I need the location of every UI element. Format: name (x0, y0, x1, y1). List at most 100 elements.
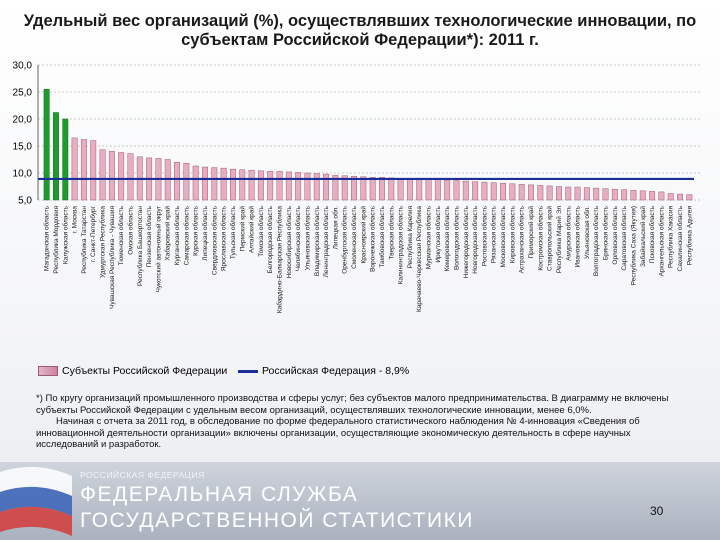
bar (677, 193, 683, 201)
x-category-label: Амурская область (564, 205, 572, 261)
x-category-label: Самарская область (182, 205, 190, 265)
bar (397, 178, 404, 201)
bar (639, 190, 646, 201)
legend-item-russia: Российская Федерация - 8,9% (238, 365, 409, 377)
bar (667, 193, 674, 201)
x-category-label: Рязанская область (490, 205, 498, 263)
x-category-label: Костромская область (536, 205, 544, 270)
x-category-label: Волгоградская область (592, 205, 600, 276)
bar (108, 151, 115, 201)
bar (388, 177, 395, 201)
bar (341, 175, 348, 201)
bar (99, 149, 106, 201)
x-category-label: Ростовская область (480, 205, 488, 266)
bar (602, 188, 609, 201)
x-category-label: Ульяновская область (303, 205, 311, 270)
x-category-label: Республика Татарстан (80, 206, 88, 274)
x-category-label: Магаданская область (43, 205, 51, 271)
bar (313, 173, 320, 201)
bar (127, 153, 134, 201)
x-category-label: Курганская область (173, 205, 181, 265)
x-category-label: Хабаровский край (164, 206, 172, 261)
bar (202, 166, 208, 201)
bar (490, 182, 497, 201)
x-category-label: Смоленская область (350, 205, 358, 268)
bar (62, 118, 69, 201)
bar (53, 112, 59, 201)
bar (500, 183, 507, 201)
x-category-label: Сахалинская область (676, 205, 684, 271)
flag-emblem-icon (0, 466, 72, 536)
bar (593, 187, 600, 201)
bar (276, 171, 283, 201)
x-category-label: Ставропольский край (546, 206, 554, 271)
x-category-label: Кировская область (508, 205, 516, 263)
x-category-label: Нижегородская область (462, 205, 470, 278)
bar (658, 191, 665, 201)
x-category-label: Пензенская область (145, 205, 153, 267)
x-category-label: Ленинградская область (322, 205, 330, 277)
x-category-label: Архангельская область (657, 205, 665, 276)
x-category-label: Оренбургская область (341, 205, 349, 273)
x-category-label: Кемеровская область (443, 205, 451, 271)
x-category-label: Мурманская область (425, 205, 433, 269)
x-category-label: Свердловская область (210, 205, 218, 275)
bar (472, 181, 479, 201)
x-category-label: Калужская область (61, 205, 69, 264)
bar (574, 186, 581, 201)
bar (416, 178, 423, 201)
bar (546, 185, 553, 201)
bar (630, 190, 637, 201)
footer-banner: РОССИЙСКАЯ ФЕДЕРАЦИЯ ФЕДЕРАЛЬНАЯ СЛУЖБА … (0, 462, 720, 540)
bar (406, 178, 413, 201)
x-category-label: Омская область (126, 205, 134, 254)
bar (583, 187, 590, 201)
bar (229, 168, 236, 201)
bar (555, 186, 562, 201)
x-category-label: Красноярский край (359, 206, 367, 264)
bar (649, 191, 656, 201)
y-tick-label: 20,0 (13, 115, 33, 126)
bar (369, 177, 376, 201)
legend-bar-swatch (38, 366, 58, 376)
bar (332, 174, 339, 201)
bar (611, 188, 618, 201)
x-category-label: Липецкая обл. (331, 206, 339, 250)
footnote: *) По кругу организаций промышленного пр… (36, 393, 686, 451)
y-tick-label: 25,0 (13, 88, 33, 99)
x-category-label: г. Санкт-Петербург (89, 205, 97, 262)
bar-chart: 30,0 25,0 20,0 15,0 10,0 5,0 Магаданская облас… (13, 61, 700, 314)
x-category-label: Алтайский край (248, 206, 256, 254)
bar (43, 89, 50, 201)
x-category-label: Новосибирская область (285, 205, 293, 278)
bar (257, 170, 264, 201)
legend-label-russia: Российская Федерация - 8,9% (262, 365, 410, 377)
footer-org-line-1: ФЕДЕРАЛЬНАЯ СЛУЖБА (80, 483, 359, 506)
bar (351, 175, 357, 201)
x-category-label: Республика Адыгея (685, 206, 693, 266)
x-category-label: Саратовская область (620, 205, 628, 270)
y-tick-label: 30,0 (13, 61, 33, 72)
bar (118, 152, 125, 201)
bar (360, 176, 367, 201)
footnote-paragraph-2: Начиная с отчета за 2011 год, в обследов… (36, 416, 640, 451)
x-category-label: Орловская область (611, 205, 619, 264)
x-category-label: Челябинская область (294, 205, 302, 271)
bar (220, 167, 227, 201)
bar (537, 185, 544, 201)
x-category-label: Липецкая область (201, 205, 209, 260)
x-category-label: Удмуртская Республика (99, 206, 107, 278)
x-category-label: Республика Мордовия (52, 206, 60, 274)
bar (285, 171, 292, 201)
x-category-label: Республика Башкортостан (136, 206, 144, 286)
bar (434, 179, 441, 201)
bar (323, 173, 330, 201)
x-category-label: Белгородская область (266, 205, 274, 273)
bar (621, 189, 628, 201)
bar (211, 167, 218, 201)
x-category-label: Пермский край (238, 206, 246, 252)
footnote-paragraph-1: *) По кругу организаций промышленного пр… (36, 393, 669, 416)
bar (239, 169, 246, 201)
x-category-label: Астраханская область (518, 205, 526, 273)
x-category-label: Кабардино-Балкарская Республика (276, 206, 284, 314)
